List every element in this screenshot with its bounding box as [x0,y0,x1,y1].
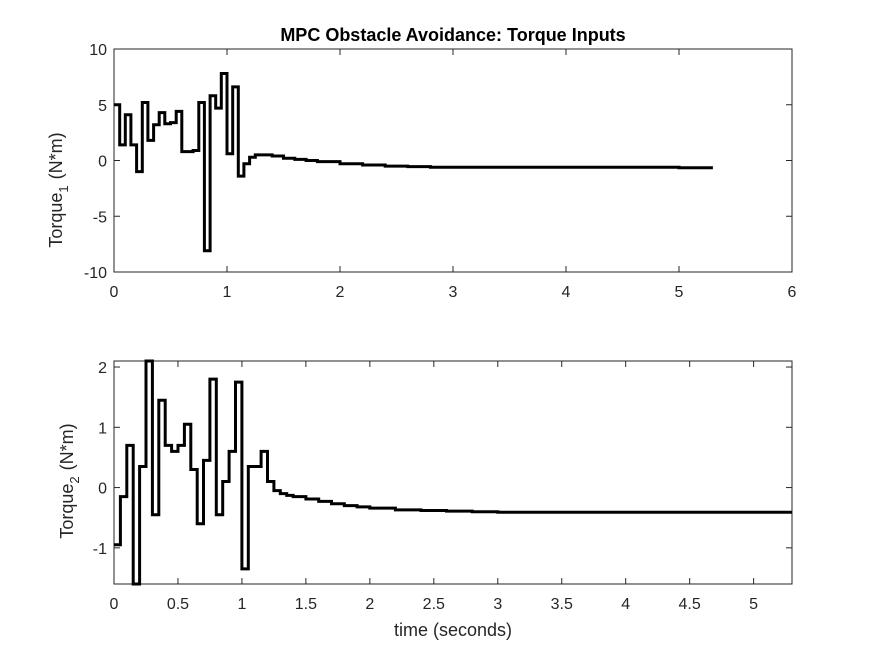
torque-1-y-tick-label: 0 [98,154,107,171]
torque-2-y-axis-label: Torque2 (N*m) [57,423,82,538]
torque-2-x-tick-label: 2 [365,596,374,613]
x-axis-label: time (seconds) [394,620,512,640]
torque-2-x-tick-label: 5 [749,596,758,613]
torque-1-subplot: MPC Obstacle Avoidance: Torque Inputs 0 1… [46,25,797,301]
torque-1-ylabel-sub: 1 [56,185,71,192]
torque-1-y-axis-label: Torque1 (N*m) [46,132,71,247]
torque-2-y-tick-label: 0 [98,481,107,498]
torque-2-ylabel-main: Torque [57,484,77,539]
chart-title: MPC Obstacle Avoidance: Torque Inputs [280,25,625,45]
torque-2-x-tick-label: 3.5 [551,596,573,613]
torque-2-x-tick-label: 3 [493,596,502,613]
torque-2-x-tick-label: 2.5 [423,596,445,613]
torque-2-x-tick-label: 4.5 [679,596,701,613]
torque-1-x-tick-label: 3 [449,284,458,301]
torque-2-y-tick-label: 1 [98,420,107,437]
torque-1-x-tick-label: 0 [110,284,119,301]
torque-1-y-tick-label: -10 [84,265,107,282]
torque-2-ylabel-unit: (N*m) [57,423,77,470]
torque-2-plot-area [113,360,793,585]
torque-1-x-tick-label: 5 [675,284,684,301]
torque-1-y-tick-label: 10 [89,42,107,59]
torque-1-x-tick-label: 6 [788,284,797,301]
torque-2-x-tick-label: 0 [110,596,119,613]
torque-1-x-tick-label: 4 [562,284,571,301]
torque-1-y-tick-label: 5 [98,98,107,115]
torque-1-ylabel-unit: (N*m) [46,132,66,179]
torque-2-x-tick-label: 1.5 [295,596,317,613]
torque-2-y-tick-label: 2 [98,360,107,377]
torque-1-x-tick-label: 2 [336,284,345,301]
torque-2-ticks: 0 0.5 1 1.5 2 2.5 3 3.5 4 4.5 5 -1 0 1 2 [93,360,792,613]
torque-2-x-tick-label: 0.5 [167,596,189,613]
torque-1-series-line [114,72,713,253]
torque-2-x-tick-label: 4 [621,596,630,613]
torque-2-x-tick-label: 1 [237,596,246,613]
torque-1-ticks: 0 1 2 3 4 5 6 -10 -5 0 5 10 [84,42,797,301]
torque-2-ylabel-sub: 2 [67,476,82,483]
torque-1-x-tick-label: 1 [223,284,232,301]
torque-1-y-tick-label: -5 [93,209,107,226]
torque-1-ylabel-main: Torque [46,193,66,248]
torque-2-series-line [114,359,792,586]
torque-1-plot-area [113,48,793,273]
torque-2-y-tick-label: -1 [93,541,107,558]
